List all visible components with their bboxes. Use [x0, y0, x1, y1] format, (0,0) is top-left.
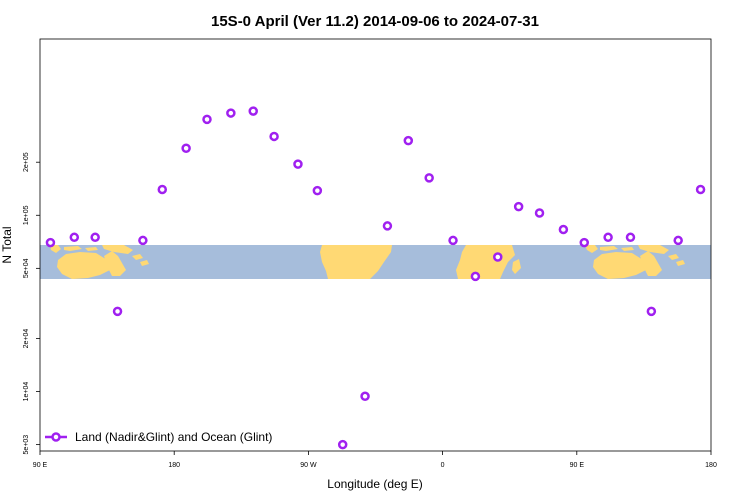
land-timor-1 — [85, 247, 98, 251]
x-tick-label: 90 E — [570, 462, 585, 469]
x-tick-label: 90 E — [33, 462, 48, 469]
y-tick-label: 2e+05 — [23, 152, 30, 172]
land-indonesia-1 — [50, 245, 61, 253]
scatter-points — [45, 106, 706, 450]
land-java-2 — [600, 246, 618, 251]
land-indonesia-2 — [585, 245, 598, 253]
land-cape-york-2 — [640, 251, 662, 276]
data-point — [424, 173, 434, 183]
data-point — [312, 185, 323, 196]
x-tick-label: 0 — [441, 462, 445, 469]
y-tick-label: 5e+04 — [23, 258, 30, 278]
legend-marker — [51, 432, 61, 442]
land-timor-2 — [621, 247, 634, 251]
land-australia-1 — [57, 252, 112, 279]
land-islands-3 — [668, 254, 679, 260]
data-point — [157, 184, 168, 195]
land-new-guinea-2 — [638, 245, 669, 254]
land-cape-york-1 — [104, 251, 126, 276]
land-australia-2 — [593, 252, 648, 279]
x-axis: 90 E 180 90 W 0 90 E 180 — [33, 451, 717, 469]
data-point — [293, 159, 303, 169]
data-point — [470, 271, 481, 282]
y-tick-label: 1e+05 — [23, 205, 30, 225]
y-axis: 5e+03 1e+04 2e+04 5e+04 1e+05 2e+05 — [23, 152, 40, 454]
data-point — [69, 232, 80, 243]
data-point — [695, 184, 706, 195]
y-axis-label: N Total — [0, 226, 14, 263]
data-point — [337, 439, 348, 450]
legend: Land (Nadir&Glint) and Ocean (Glint) — [45, 430, 272, 444]
data-point — [534, 208, 545, 218]
y-tick-label: 1e+04 — [23, 382, 30, 402]
legend-label: Land (Nadir&Glint) and Ocean (Glint) — [75, 430, 272, 444]
data-point — [248, 106, 258, 116]
land-islands-1 — [132, 254, 143, 260]
data-point — [90, 232, 100, 243]
x-tick-label: 180 — [705, 462, 717, 469]
x-axis-label: Longitude (deg E) — [327, 477, 422, 491]
data-point — [513, 201, 524, 212]
plot-frame — [39, 38, 712, 452]
land-south-america — [320, 245, 392, 279]
y-tick-label: 2e+04 — [23, 329, 30, 349]
chart-title: 15S-0 April (Ver 11.2) 2014-09-06 to 202… — [211, 13, 539, 30]
data-point — [603, 232, 613, 243]
data-point — [493, 252, 503, 262]
data-point — [625, 232, 636, 243]
data-point — [448, 235, 458, 246]
land-new-guinea-1 — [102, 245, 133, 254]
data-point — [382, 221, 393, 231]
land-madagascar — [512, 259, 521, 274]
data-point — [202, 114, 212, 125]
data-point — [45, 237, 56, 248]
data-point — [360, 391, 370, 402]
data-point — [646, 306, 657, 317]
data-point — [112, 306, 123, 317]
data-point — [579, 237, 590, 248]
data-point — [269, 131, 279, 142]
data-point — [558, 224, 569, 235]
data-point — [138, 235, 148, 246]
land-islands-2 — [140, 260, 149, 266]
x-tick-label: 90 W — [300, 462, 317, 469]
y-tick-label: 5e+03 — [23, 435, 30, 455]
x-tick-label: 180 — [168, 462, 180, 469]
land-islands-4 — [676, 260, 685, 266]
data-point — [403, 135, 414, 146]
land-java-1 — [64, 246, 82, 251]
data-point — [226, 108, 236, 118]
data-point — [181, 143, 191, 154]
data-point — [673, 235, 683, 246]
map-strip — [40, 245, 711, 279]
